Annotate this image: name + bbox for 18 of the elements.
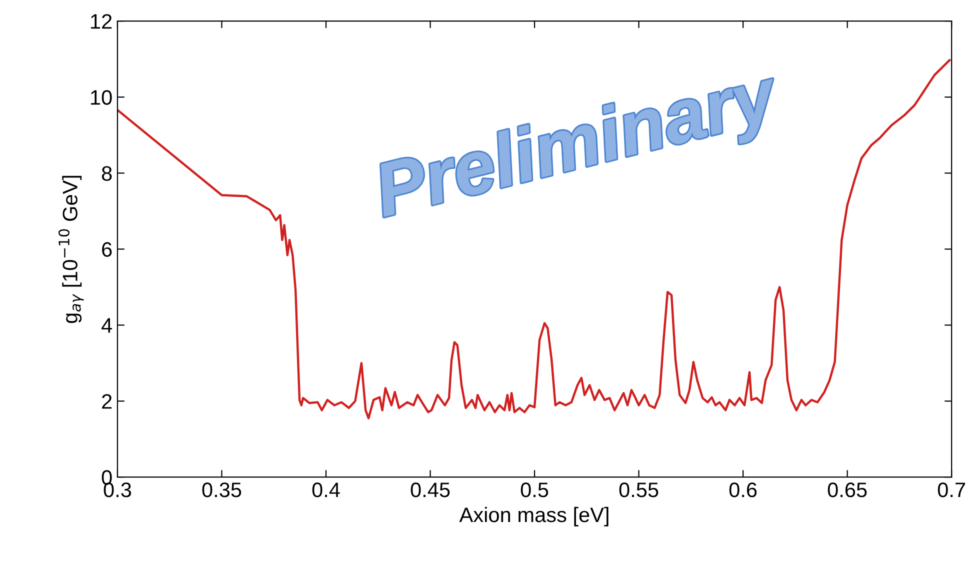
x-tick-label: 0.65 <box>828 482 867 498</box>
x-tick-label: 0.3 <box>104 482 132 498</box>
x-tick-label: 0.6 <box>729 482 757 498</box>
y-tick-label: 8 <box>102 166 112 181</box>
line-series <box>117 59 951 420</box>
y-tick-label: 12 <box>91 14 112 29</box>
x-axis-title: Axion mass [eV] <box>459 506 608 526</box>
y-axis-title: g$_{aγ}$ [10$^{−10}$ GeV] <box>58 176 84 324</box>
y-tick-label: 2 <box>102 394 112 409</box>
x-tick-label: 0.45 <box>410 482 450 498</box>
x-tick-label: 0.7 <box>938 482 966 498</box>
x-tick-label: 0.55 <box>619 482 658 498</box>
x-tick-label: 0.5 <box>520 482 548 498</box>
y-tick-label: 4 <box>102 318 112 333</box>
x-tick-label: 0.35 <box>202 482 242 498</box>
x-tick-label: 0.4 <box>312 482 340 498</box>
y-tick-label: 6 <box>102 242 112 257</box>
y-tick-label: 10 <box>91 90 112 105</box>
